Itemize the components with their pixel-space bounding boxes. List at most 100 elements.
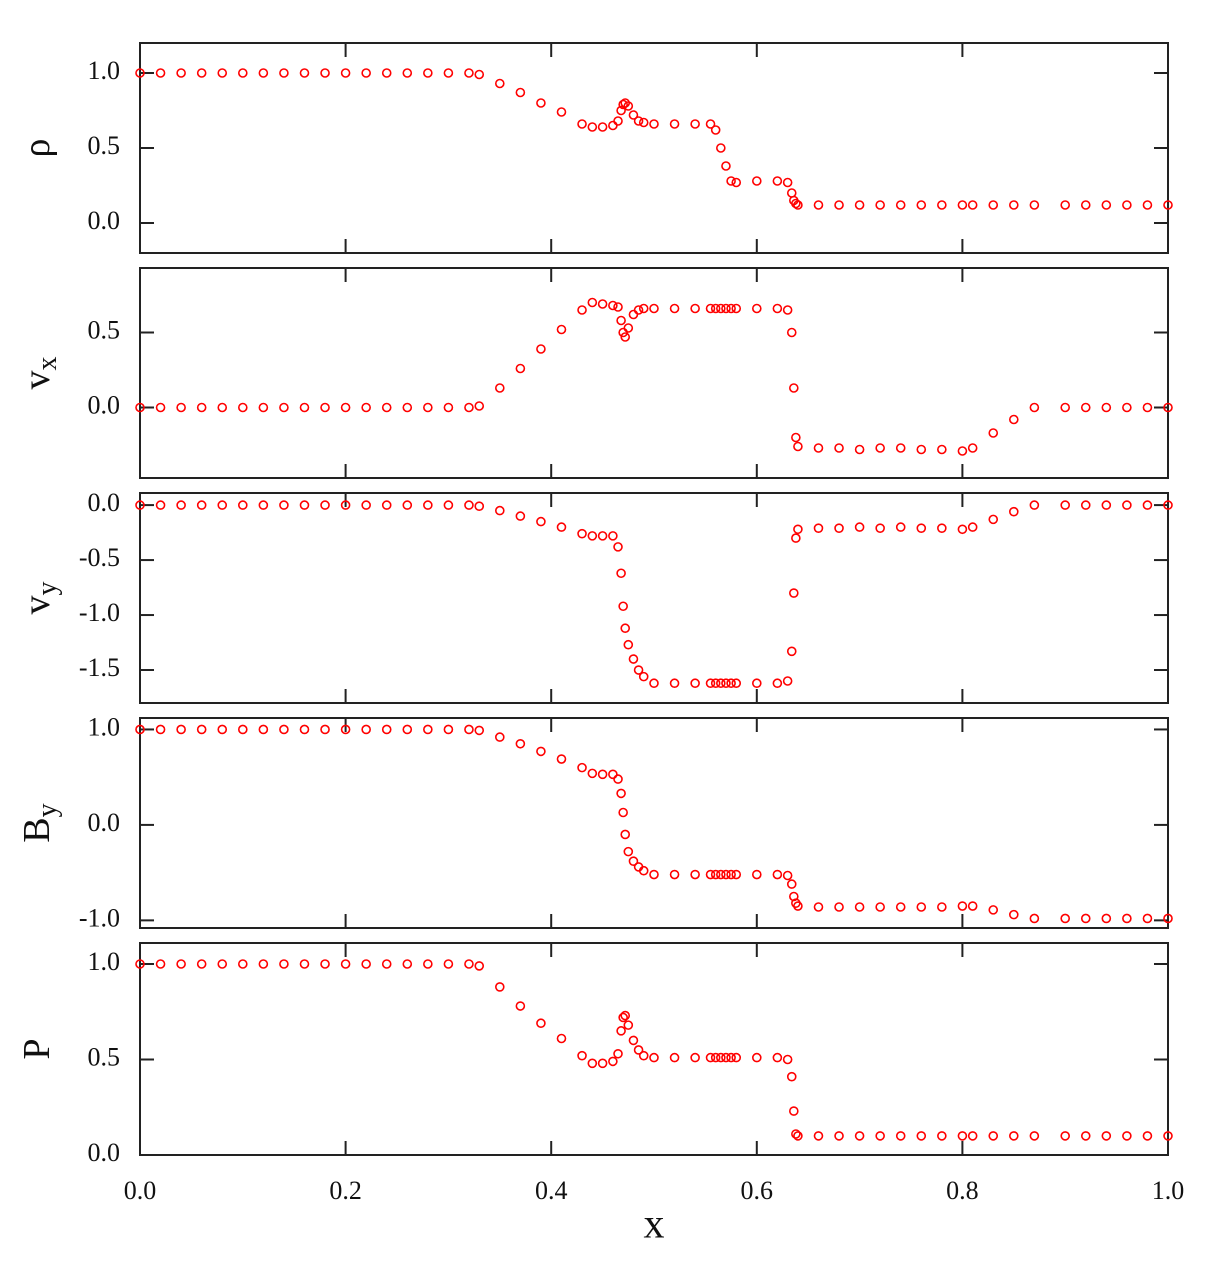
data-point — [464, 724, 474, 735]
data-point — [623, 323, 634, 333]
data-point — [628, 1035, 639, 1046]
data-point — [361, 68, 371, 78]
data-point — [587, 531, 598, 541]
data-point — [238, 959, 248, 969]
data-point — [854, 200, 865, 210]
data-point — [381, 500, 392, 510]
data-point — [854, 1131, 865, 1141]
plot-frame — [139, 492, 1169, 704]
data-point — [916, 444, 927, 455]
data-point — [616, 1026, 626, 1036]
data-point — [895, 200, 906, 210]
data-point — [597, 1058, 608, 1069]
data-point — [854, 902, 865, 912]
data-point — [299, 500, 310, 510]
data-point — [464, 959, 474, 969]
data-point — [515, 363, 526, 374]
data-point — [731, 303, 742, 314]
data-point — [402, 724, 413, 735]
data-point — [791, 1129, 801, 1139]
data-point — [402, 500, 413, 510]
data-point — [731, 678, 742, 689]
y-axis-label: By — [16, 803, 64, 842]
data-point — [916, 1131, 927, 1141]
data-point — [613, 116, 623, 126]
data-point — [772, 678, 783, 689]
data-point — [320, 724, 330, 735]
plot-frame — [139, 942, 1169, 1156]
y-axis-label-main: B — [16, 817, 58, 842]
data-point — [772, 176, 783, 186]
data-point — [279, 500, 289, 510]
data-point — [464, 500, 474, 510]
data-point — [1060, 913, 1070, 924]
data-point — [616, 788, 626, 799]
data-point — [786, 646, 797, 657]
data-point — [782, 870, 793, 881]
data-point — [340, 724, 351, 735]
data-point — [782, 676, 793, 686]
data-point — [791, 533, 801, 543]
data-point — [813, 1131, 824, 1141]
y-axis-label-main: v — [16, 371, 58, 390]
data-point — [772, 303, 783, 314]
data-point — [957, 1131, 968, 1141]
data-point — [1080, 1131, 1091, 1141]
data-point — [690, 1052, 700, 1063]
data-point — [731, 1052, 742, 1063]
data-point — [716, 678, 726, 689]
data-point — [217, 68, 228, 78]
data-point — [361, 724, 371, 735]
data-point — [1080, 500, 1091, 510]
data-point — [957, 524, 968, 535]
data-point — [135, 959, 145, 969]
data-point — [423, 500, 433, 510]
data-point — [705, 119, 716, 129]
data-point — [176, 724, 186, 735]
data-point — [895, 902, 906, 912]
data-point — [494, 505, 505, 516]
data-point — [633, 665, 644, 675]
data-point — [597, 769, 608, 780]
data-point — [320, 500, 330, 510]
data-point — [196, 500, 207, 510]
data-point — [628, 654, 639, 664]
data-point — [716, 303, 726, 314]
data-point — [135, 500, 145, 510]
data-point — [340, 402, 351, 413]
plot-frame — [139, 267, 1169, 479]
data-point — [155, 959, 166, 969]
data-point — [1101, 402, 1112, 413]
data-point — [937, 200, 947, 210]
data-point — [1029, 500, 1040, 510]
y-axis-label: vy — [16, 582, 64, 615]
data-point — [834, 443, 844, 453]
data-point — [620, 98, 631, 108]
data-point — [258, 724, 269, 735]
data-point — [916, 523, 927, 533]
y-tick-label: 1.0 — [88, 712, 121, 741]
x-axis-label: x — [644, 1202, 665, 1248]
data-point — [751, 303, 762, 314]
data-point — [1008, 200, 1019, 210]
data-point — [299, 959, 310, 969]
data-point — [967, 901, 978, 911]
data-point — [597, 531, 608, 541]
data-point — [782, 177, 793, 188]
data-point — [536, 516, 546, 527]
data-point — [135, 68, 145, 78]
data-point — [155, 402, 166, 413]
data-point — [957, 200, 968, 210]
data-point — [1163, 500, 1173, 510]
panel: 1.0 0.5 0.0 ρ — [16, 42, 1173, 254]
data-point — [381, 68, 392, 78]
data-point — [1101, 1131, 1112, 1141]
data-point — [791, 198, 801, 209]
data-point — [834, 902, 844, 912]
data-point — [726, 1052, 736, 1063]
y-axis-label-main: P — [16, 1038, 58, 1059]
data-point — [618, 601, 628, 612]
data-point — [176, 500, 186, 510]
data-point — [616, 105, 626, 116]
data-point — [710, 125, 721, 135]
